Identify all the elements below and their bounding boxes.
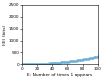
X-axis label: E: Number of times 1 appears: E: Number of times 1 appears <box>27 73 93 77</box>
Y-axis label: I(E) (bits): I(E) (bits) <box>3 25 7 45</box>
